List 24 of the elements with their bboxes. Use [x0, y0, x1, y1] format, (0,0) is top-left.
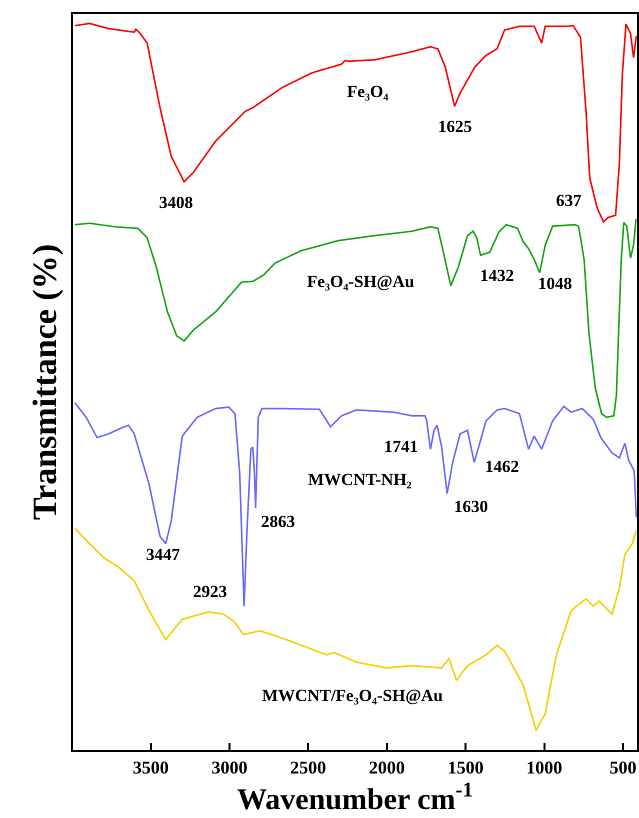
annotation: 1630: [454, 497, 488, 516]
x-tick-label: 3500: [132, 758, 169, 778]
x-tick-label: 1500: [448, 758, 484, 778]
annotation: 3447: [146, 545, 180, 564]
annotation: 1741: [384, 437, 418, 456]
annotation: 1625: [438, 117, 472, 136]
y-axis-title: Transmittance (%): [27, 244, 64, 520]
x-tick-label: 500: [609, 758, 636, 778]
annotation: 1462: [485, 457, 519, 476]
annotation: 2923: [193, 582, 227, 601]
x-tick-label: 2500: [290, 758, 326, 778]
annotation: 1048: [538, 274, 572, 293]
annotation: 2863: [261, 512, 295, 531]
x-tick-label: 2000: [368, 758, 405, 778]
x-tick-label: 3000: [211, 758, 248, 778]
annotation: 637: [556, 191, 582, 210]
x-axis-title: Wavenumber cm$^{-1}$: [236, 778, 474, 816]
annotation: Fe₃O₄: [347, 82, 388, 101]
annotation: Fe₃O₄-SH@Au: [307, 272, 414, 291]
x-tick-label: 1000: [526, 758, 562, 778]
annotation: MWCNT-NH₂: [308, 470, 412, 489]
annotation: MWCNT/Fe₃O₄-SH@Au: [262, 686, 443, 705]
annotation: 3408: [159, 193, 193, 212]
annotation: 1432: [480, 266, 514, 285]
